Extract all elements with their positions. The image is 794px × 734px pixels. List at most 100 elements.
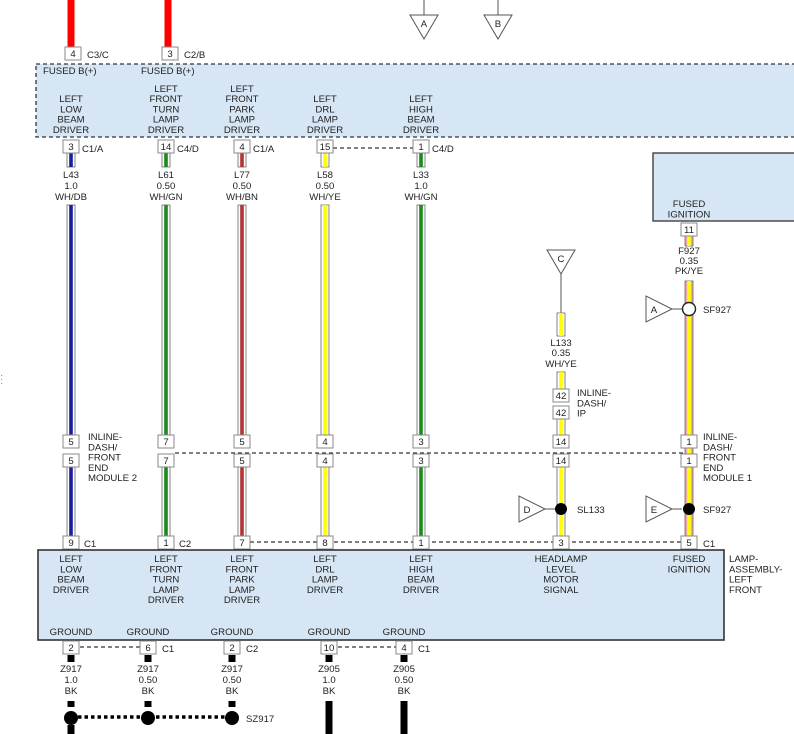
inline-connector-pin: 1 bbox=[686, 437, 691, 448]
ground-wire bbox=[144, 701, 152, 707]
fused-ignition-module bbox=[652, 152, 794, 222]
ground-splice-icon bbox=[64, 711, 78, 725]
left-edge-grip[interactable]: · · · bbox=[0, 370, 4, 389]
lamp-connector-pin: 3 bbox=[558, 538, 563, 549]
power-input-pin: 3 bbox=[167, 49, 172, 60]
fused-b-plus-label: FUSED B(+) bbox=[43, 66, 97, 77]
wire-L61-stripe bbox=[164, 205, 168, 435]
inline-connector-label: DASH/ bbox=[88, 442, 118, 453]
lamp-pin-function: LAMP bbox=[229, 585, 255, 596]
module-pin-function: LAMP bbox=[153, 115, 179, 126]
module-pin-function: FRONT bbox=[149, 94, 182, 105]
power-input-pin-box bbox=[64, 46, 82, 61]
inline-connector-pin-box bbox=[552, 434, 570, 449]
lamp-pin-function: BEAM bbox=[57, 575, 84, 586]
wire-L77-stripe bbox=[240, 153, 244, 167]
lamp-pin-function: SIGNAL bbox=[543, 585, 579, 596]
lamp-pin-function: LEFT bbox=[154, 554, 178, 565]
wire-circuit-id: L61 bbox=[158, 170, 174, 181]
inline-ip-pin-box bbox=[552, 388, 570, 403]
lamp-connector-pin-box bbox=[680, 535, 698, 550]
module-pin-function: TURN bbox=[153, 104, 180, 115]
lamp-pin-function: IGNITION bbox=[668, 564, 711, 575]
lamp-pin-function: FRONT bbox=[149, 564, 182, 575]
inline-connector-pin-box bbox=[412, 434, 430, 449]
wire-color-code: BK bbox=[323, 686, 336, 697]
ground-label: GROUND bbox=[127, 627, 170, 638]
lamp-pin-function: LOW bbox=[60, 564, 83, 575]
module-pin-function: FRONT bbox=[225, 94, 258, 105]
inline-connector-pin: 7 bbox=[163, 456, 168, 467]
fused-ignition-pin-box bbox=[680, 222, 698, 237]
wire-L61-stripe bbox=[164, 153, 168, 167]
wire-L58-stripe bbox=[323, 153, 327, 167]
ground-connector-pin-box bbox=[139, 640, 157, 655]
ground-label: GROUND bbox=[383, 627, 426, 638]
module-connector-pin: 4 bbox=[239, 142, 245, 153]
wire-L43-stripe bbox=[69, 153, 73, 167]
ground-connector-pin: 6 bbox=[145, 643, 150, 654]
wire-L33-stripe bbox=[419, 205, 423, 435]
wire-gauge: 1.0 bbox=[64, 181, 77, 192]
module-pin-function: DRIVER bbox=[307, 125, 343, 136]
wire-L61-stripe bbox=[164, 467, 168, 536]
inline-ip-label: INLINE- bbox=[577, 388, 611, 399]
module-pin-function: HIGH bbox=[409, 104, 433, 115]
wire-gauge: 0.50 bbox=[139, 675, 158, 686]
wire-color-code: WH/YE bbox=[545, 359, 576, 370]
module-pin-function: LEFT bbox=[409, 94, 433, 105]
ground-splice-icon bbox=[141, 711, 155, 725]
wire-color-code: WH/BN bbox=[226, 192, 258, 203]
inline-connector-pin-box bbox=[316, 434, 334, 449]
wire-circuit-id: Z917 bbox=[60, 664, 82, 675]
ground-connector-pin: 4 bbox=[401, 643, 407, 654]
offpage-connector-C-label: C bbox=[558, 254, 565, 265]
lamp-pin-function: DRL bbox=[315, 564, 335, 575]
wire-color-code: WH/GN bbox=[149, 192, 182, 203]
wire-L77-stripe bbox=[240, 205, 244, 435]
ground-connector-pin-box bbox=[320, 640, 338, 655]
inline-connector-pin: 3 bbox=[418, 437, 423, 448]
module-connector-id: C1/A bbox=[82, 144, 104, 155]
ground-splice-id: SZ917 bbox=[246, 714, 274, 725]
wire-L133-stripe bbox=[559, 467, 563, 536]
inline-ip-label: DASH/ bbox=[577, 398, 607, 409]
wire-color-code: BK bbox=[142, 686, 155, 697]
offpage-connector-B-icon bbox=[483, 14, 513, 40]
module-pin-function: PARK bbox=[229, 104, 255, 115]
lamp-pin-function: LEFT bbox=[59, 554, 83, 565]
ground-wire bbox=[67, 655, 75, 662]
power-wire bbox=[67, 0, 75, 47]
module-pin-function: DRL bbox=[315, 104, 335, 115]
lamp-pin-function: LAMP bbox=[153, 585, 179, 596]
wire-color-code: BK bbox=[65, 686, 78, 697]
module-pin-function: LEFT bbox=[154, 84, 178, 95]
ground-wire bbox=[67, 725, 75, 734]
inline-ip-label: IP bbox=[577, 409, 586, 420]
inline-connector-pin: 5 bbox=[68, 437, 73, 448]
ground-connector-pin: 2 bbox=[229, 643, 234, 654]
inline-connector-pin: 4 bbox=[322, 437, 328, 448]
wire-gauge: 0.50 bbox=[316, 181, 335, 192]
lamp-assembly-name: FRONT bbox=[729, 585, 762, 596]
splice-open-icon bbox=[681, 301, 697, 317]
lamp-pin-function: BEAM bbox=[407, 575, 434, 586]
inline-connector-label: FRONT bbox=[88, 453, 121, 464]
ground-connector-id: C1 bbox=[418, 644, 430, 655]
wire-circuit-id: F927 bbox=[678, 246, 700, 257]
lamp-connector-pin: 7 bbox=[239, 538, 244, 549]
wire-gauge: 0.35 bbox=[552, 348, 571, 359]
inline-connector-pin: 14 bbox=[556, 456, 567, 467]
ground-label: GROUND bbox=[308, 627, 351, 638]
inline-connector-pin: 3 bbox=[418, 456, 423, 467]
lamp-pin-function: LEFT bbox=[230, 554, 254, 565]
lamp-pin-function: LEFT bbox=[409, 554, 433, 565]
inline-connector-pin: 4 bbox=[322, 456, 328, 467]
module-pin-function: DRIVER bbox=[224, 125, 260, 136]
ground-connector-pin: 2 bbox=[68, 643, 73, 654]
inline-connector-pin: 1 bbox=[686, 456, 691, 467]
inline-connector-pin: 5 bbox=[239, 437, 244, 448]
ground-wire bbox=[400, 655, 408, 662]
ground-wire bbox=[228, 655, 236, 662]
